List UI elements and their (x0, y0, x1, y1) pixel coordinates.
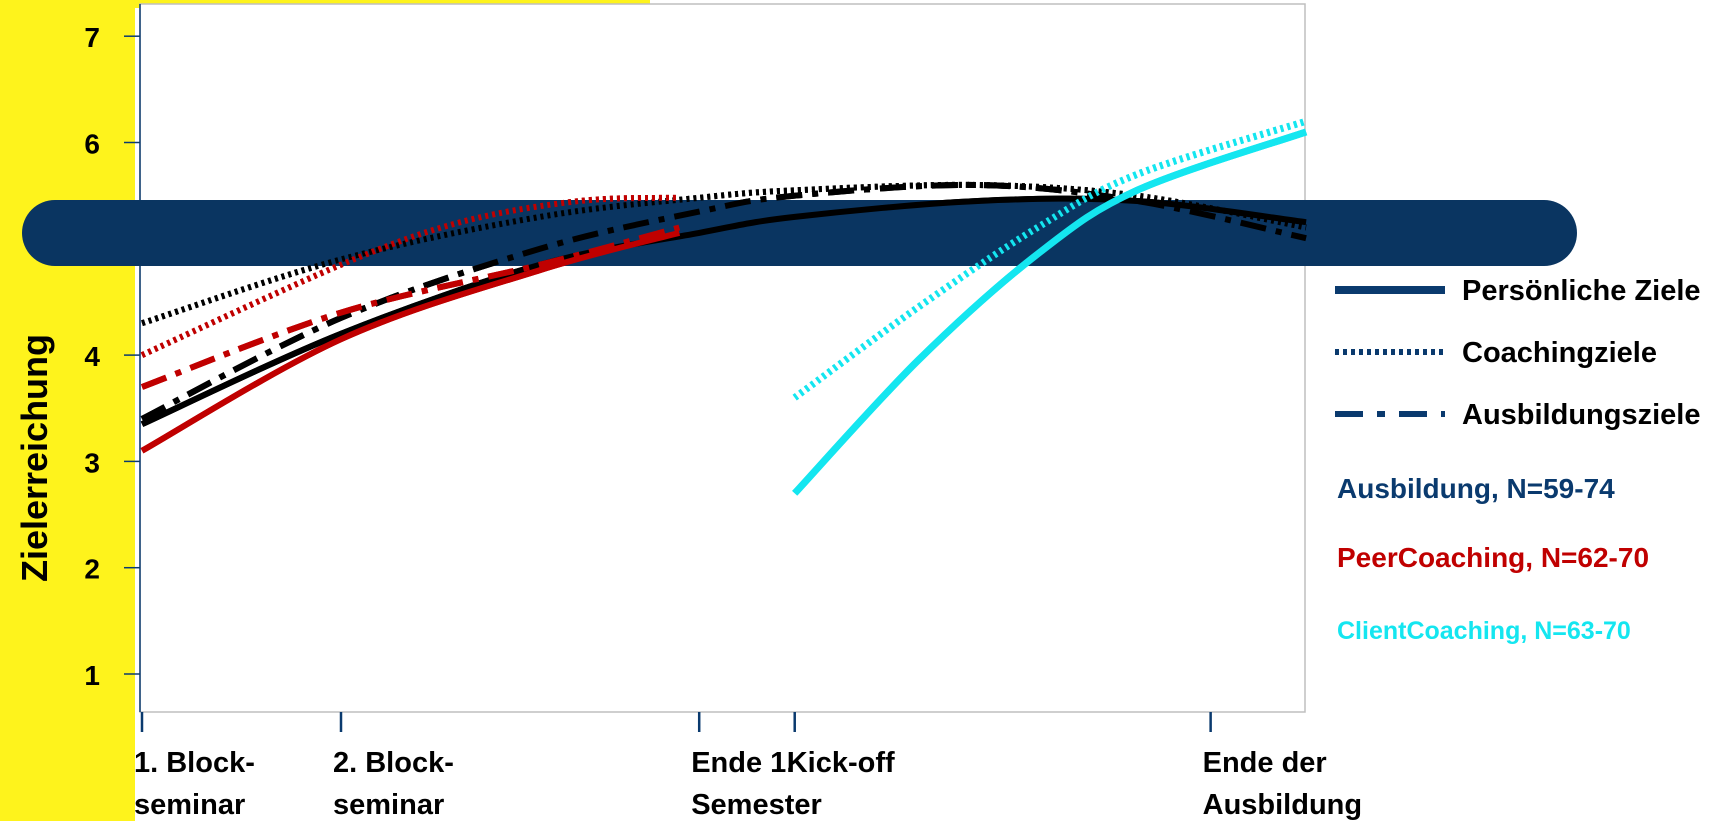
series-line-overlay-3 (140, 230, 681, 454)
x-tick-label: 1. Block- (134, 747, 255, 779)
y-tick-label: 4 (84, 341, 100, 372)
series-line-overlay-7 (792, 117, 1308, 401)
y-tick-label: 7 (84, 22, 100, 53)
y-tick-label: 6 (84, 129, 100, 160)
legend-label: Persönliche Ziele (1462, 275, 1701, 307)
y-axis-title: Zielerreichung (14, 334, 55, 582)
legend-label: Coachingziele (1462, 337, 1657, 369)
y-tick-label: 1 (84, 660, 100, 691)
series-line-overlay-4 (140, 194, 680, 358)
x-tick-label: Ausbildung (1203, 789, 1362, 821)
legend-group-label: PeerCoaching, N=62-70 (1337, 542, 1649, 573)
y-tick-label: 3 (84, 447, 100, 478)
x-tick-label: Ende der (1203, 747, 1327, 779)
x-tick-label: Semester (691, 789, 822, 821)
legend-label: Ausbildungsziele (1462, 399, 1700, 431)
y-tick-label: 2 (84, 554, 100, 585)
x-tick-label: 2. Block- (333, 747, 454, 779)
series-line-overlay-1 (141, 181, 1307, 327)
legend-group-label: Ausbildung, N=59-74 (1337, 473, 1615, 504)
x-tick-label: seminar (134, 789, 245, 821)
x-tick-label: seminar (333, 789, 444, 821)
series-line-overlay-5 (140, 224, 681, 390)
plot-area (139, 3, 1306, 713)
legend-group-label: ClientCoaching, N=63-70 (1337, 617, 1631, 645)
series-line-overlay-6 (792, 128, 1308, 496)
highlight-band (22, 200, 1577, 266)
yellow-left-strip (0, 0, 135, 821)
x-tick-label: Kick-off (787, 747, 895, 779)
x-tick-label: Ende 1. (691, 747, 794, 779)
